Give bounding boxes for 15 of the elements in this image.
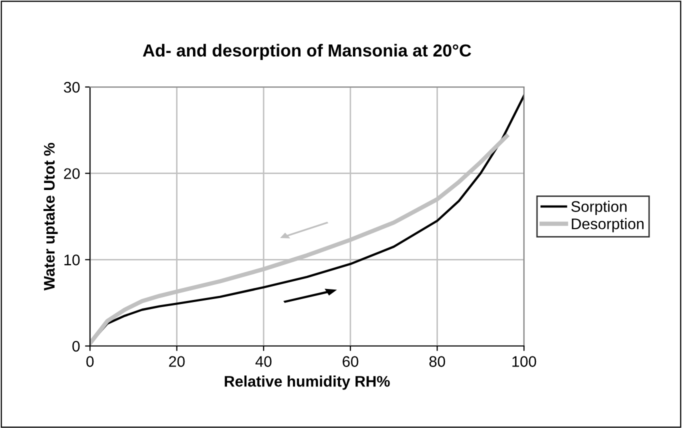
x-tick-label: 80 bbox=[429, 356, 446, 367]
y-tick-label: 20 bbox=[64, 168, 80, 180]
y-tick-label: 10 bbox=[64, 254, 80, 266]
y-tick-label: 0 bbox=[72, 340, 80, 352]
x-axis-title: Relative humidity RH% bbox=[224, 376, 390, 390]
y-axis-title: Water uptake Utot % bbox=[43, 142, 58, 290]
x-tick-label: 100 bbox=[512, 356, 536, 367]
legend-label: Desorption bbox=[572, 218, 644, 232]
legend-label: Sorption bbox=[571, 200, 627, 215]
x-tick-label: 20 bbox=[169, 356, 185, 367]
x-tick-label: 40 bbox=[255, 356, 272, 367]
x-tick-label: 0 bbox=[86, 356, 94, 367]
x-tick-label: 60 bbox=[342, 356, 358, 367]
chart-title: Ad- and desorption of Mansonia at 20°C bbox=[142, 44, 472, 60]
y-tick-label: 30 bbox=[64, 82, 80, 93]
